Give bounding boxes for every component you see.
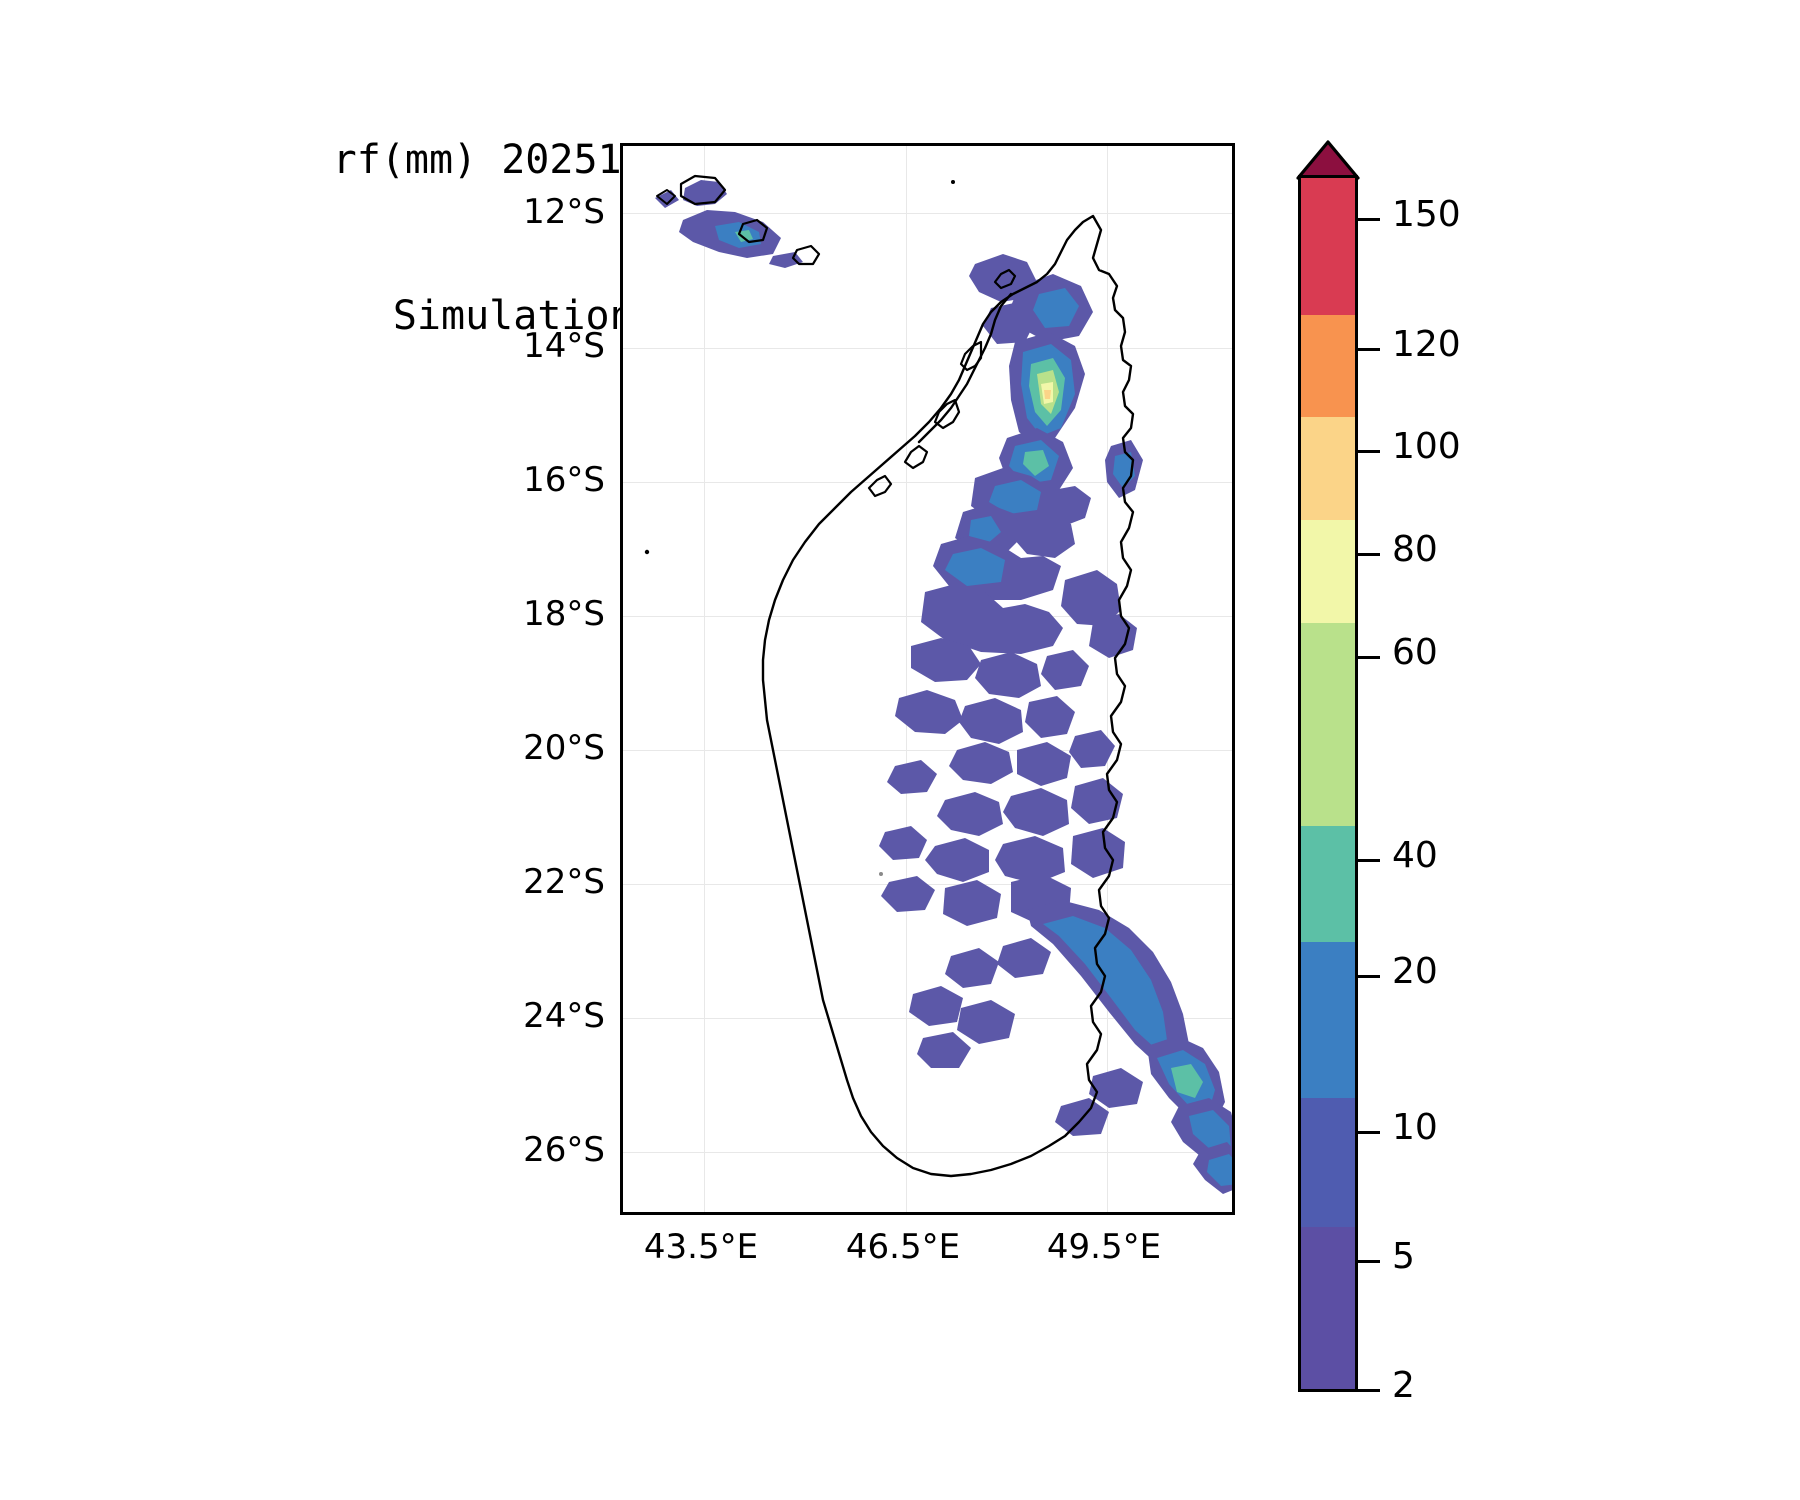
colorbar-label-120: 120: [1392, 324, 1461, 365]
map-axes: [620, 143, 1235, 1215]
colorbar-segment-120-150: [1301, 178, 1355, 315]
ytick-label-24s: 24°S: [523, 996, 605, 1036]
colorbar-tick: [1358, 1131, 1380, 1134]
colorbar-label-20: 20: [1392, 951, 1438, 992]
gridline-vertical: [704, 146, 705, 1212]
colorbar-segment-100-120: [1301, 315, 1355, 417]
colorbar-segment-40-60: [1301, 623, 1355, 826]
colorbar-segment-80-100: [1301, 417, 1355, 520]
colorbar-segment-20-40: [1301, 826, 1355, 942]
gridline-vertical: [1107, 146, 1108, 1212]
gridline-horizontal: [623, 348, 1232, 349]
ytick-label-14s: 14°S: [523, 326, 605, 366]
colorbar-segment-60-80: [1301, 520, 1355, 623]
gridline-horizontal: [623, 1152, 1232, 1153]
colorbar-tick: [1358, 859, 1380, 862]
colorbar-label-40: 40: [1392, 835, 1438, 876]
colorbar-tick: [1358, 553, 1380, 556]
colorbar-tick: [1358, 450, 1380, 453]
colorbar-tick: [1358, 975, 1380, 978]
ytick-label-16s: 16°S: [523, 460, 605, 500]
ytick-label-12s: 12°S: [523, 192, 605, 232]
colorbar-tick: [1358, 1389, 1380, 1392]
ytick-label-18s: 18°S: [523, 594, 605, 634]
colorbar-label-2: 2: [1392, 1365, 1415, 1406]
ytick-label-20s: 20°S: [523, 728, 605, 768]
colorbar-segment-2-5: [1301, 1227, 1355, 1389]
gridline-vertical: [906, 146, 907, 1212]
gridline-horizontal: [623, 213, 1232, 214]
xtick-label-43-5e: 43.5°E: [643, 1227, 759, 1267]
colorbar-segment-10-20: [1301, 942, 1355, 1098]
gridline-horizontal: [623, 750, 1232, 751]
xtick-label-49-5e: 49.5°E: [1046, 1227, 1162, 1267]
colorbar[interactable]: [1298, 175, 1358, 1392]
rainfall-contour-field: [644, 174, 1232, 1194]
map-plot-area: [623, 146, 1232, 1212]
colorbar-label-100: 100: [1392, 426, 1461, 467]
colorbar-label-5: 5: [1392, 1236, 1415, 1277]
colorbar-label-80: 80: [1392, 529, 1438, 570]
colorbar-tick: [1358, 1260, 1380, 1263]
ytick-label-26s: 26°S: [523, 1130, 605, 1170]
gridline-horizontal: [623, 482, 1232, 483]
colorbar-tick: [1358, 656, 1380, 659]
ytick-label-22s: 22°S: [523, 862, 605, 902]
colorbar-extend-arrow: [1296, 140, 1360, 180]
colorbar-tick: [1358, 218, 1380, 221]
xtick-label-46-5e: 46.5°E: [845, 1227, 961, 1267]
colorbar-tick: [1358, 348, 1380, 351]
colorbar-label-150: 150: [1392, 194, 1461, 235]
colorbar-label-10: 10: [1392, 1107, 1438, 1148]
colorbar-segment-5-10: [1301, 1098, 1355, 1227]
colorbar-label-60: 60: [1392, 632, 1438, 673]
